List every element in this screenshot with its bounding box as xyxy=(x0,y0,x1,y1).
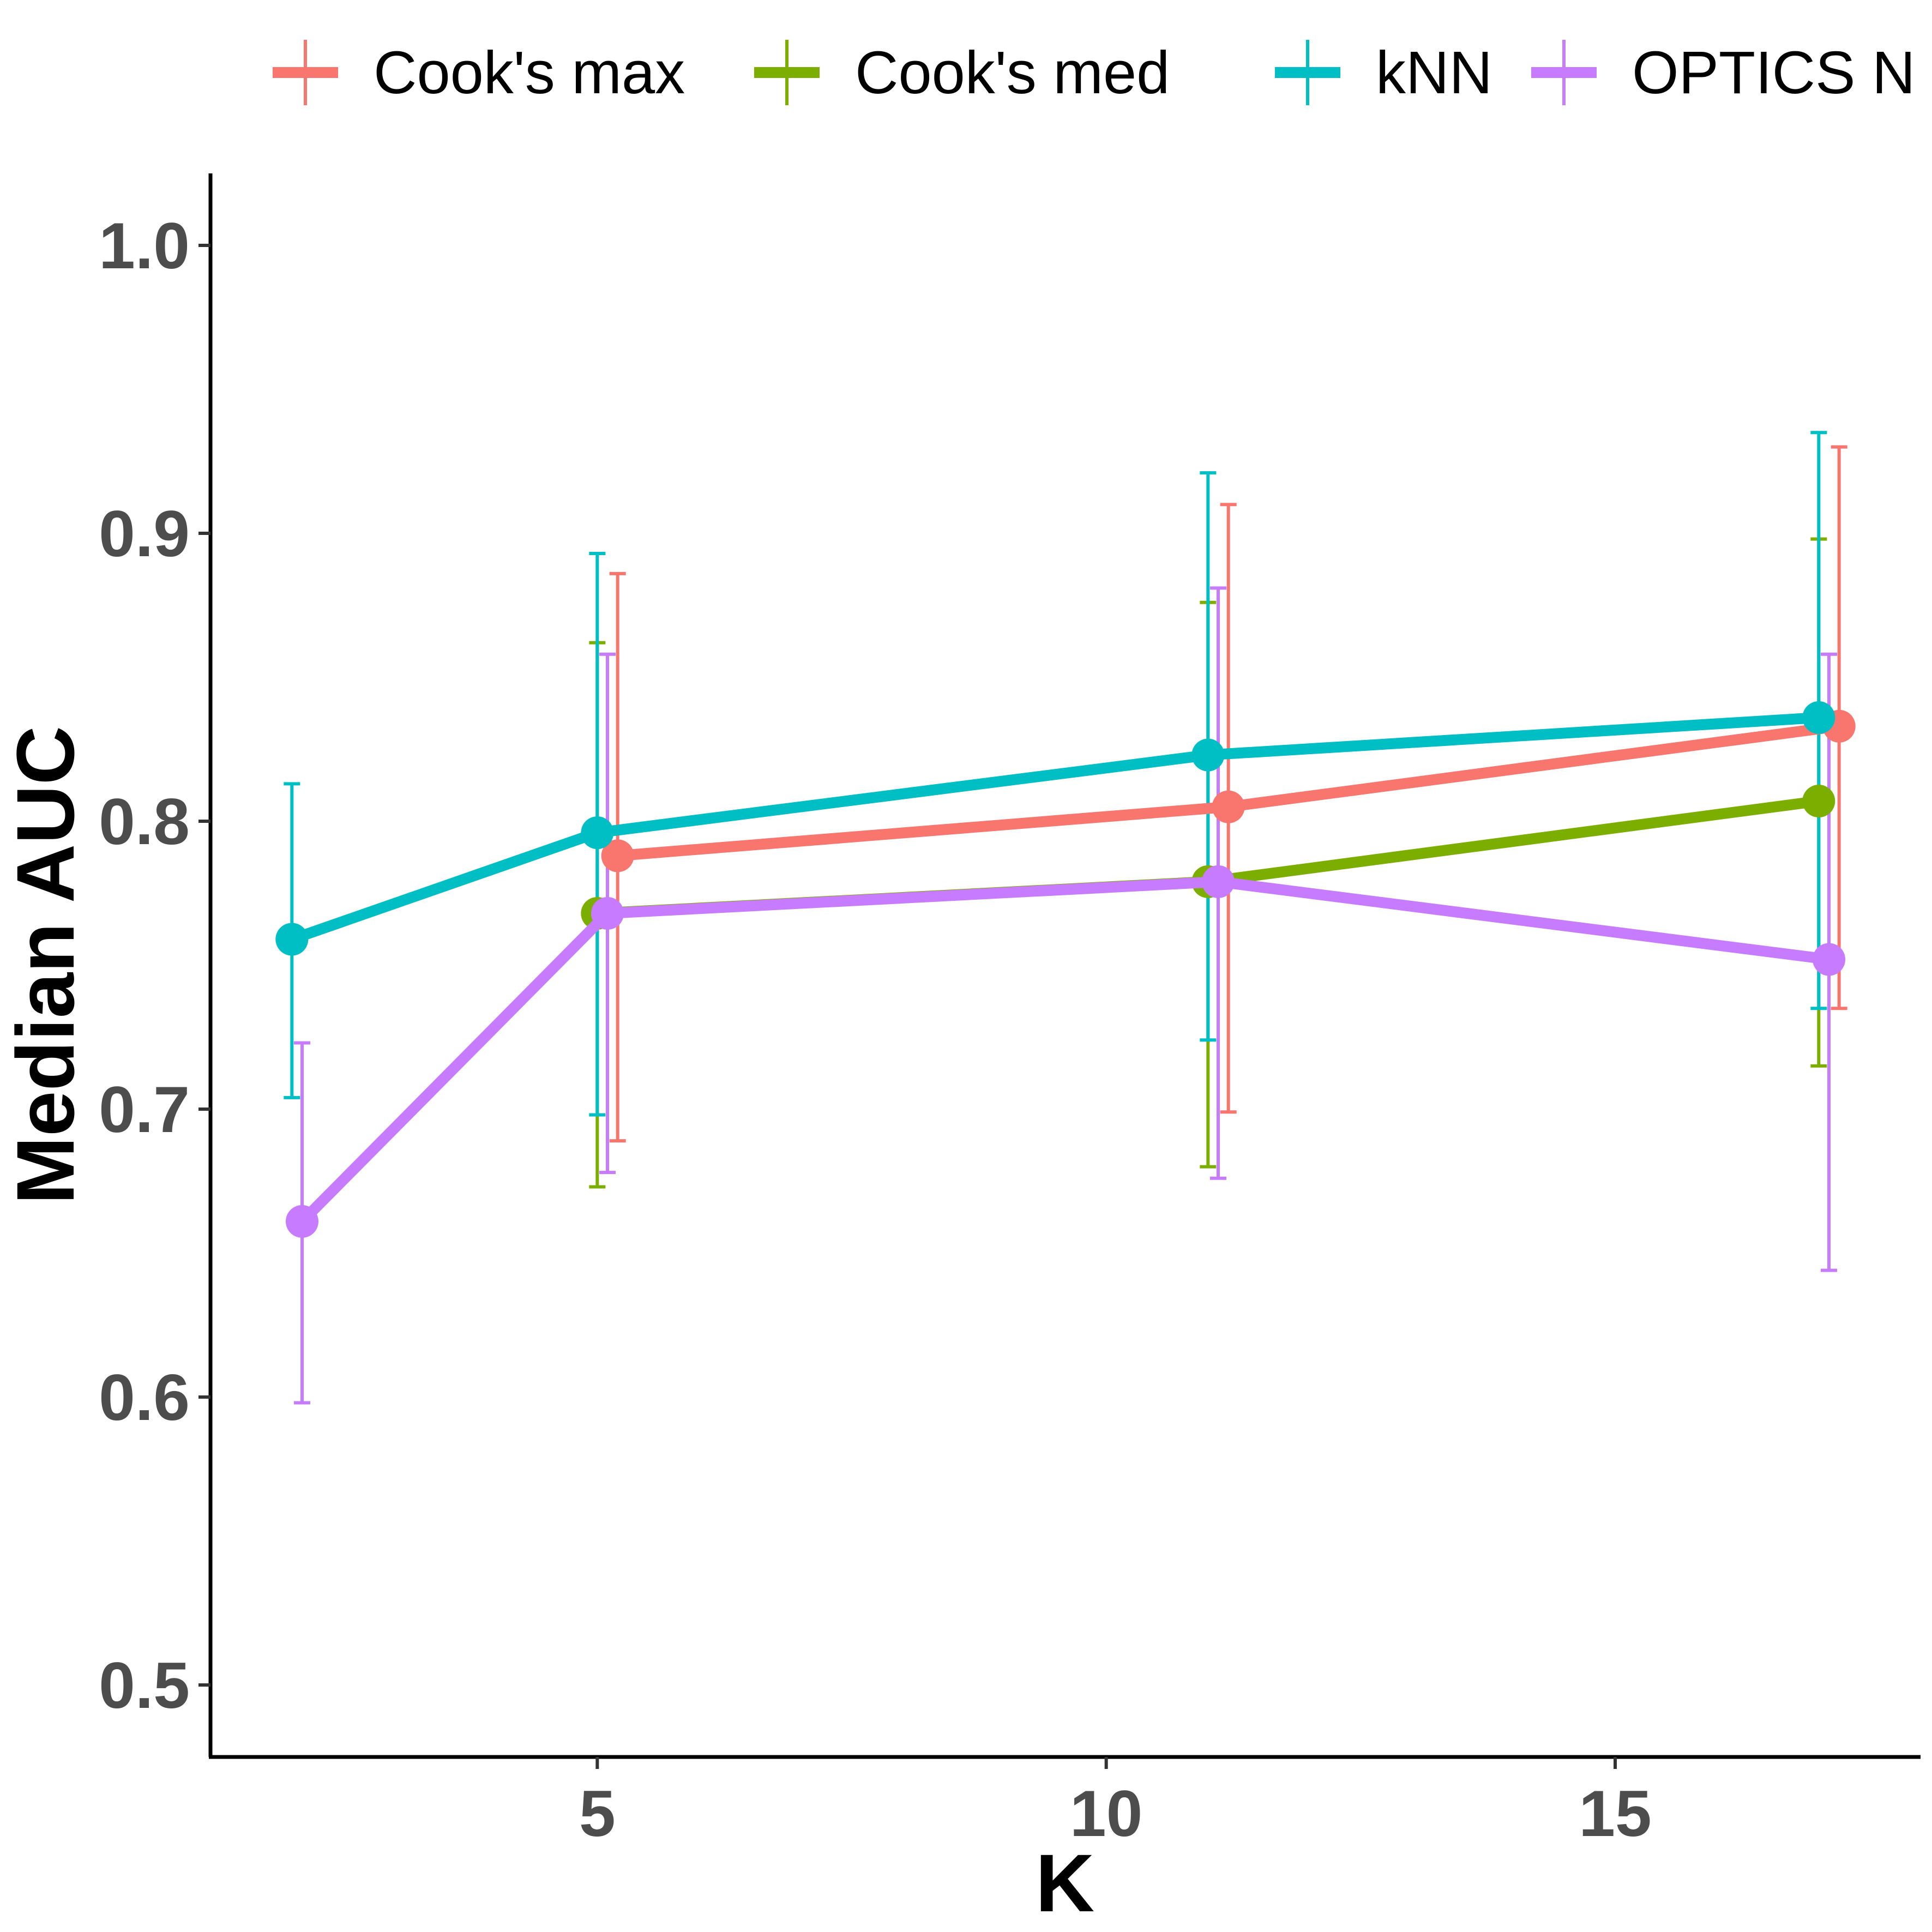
plot-area xyxy=(275,431,1856,1405)
y-tick-label: 0.6 xyxy=(99,1361,190,1434)
series-cook-s-max xyxy=(601,709,1856,872)
data-point xyxy=(1802,701,1835,734)
x-tick-label: 10 xyxy=(1070,1777,1142,1850)
axes: 0.5 0.6 0.7 0.8 0.9 1.0 5 10 15 xyxy=(99,173,1921,1850)
legend-item-cook-s-max: Cook's max xyxy=(273,39,685,106)
data-point xyxy=(601,839,634,872)
data-point xyxy=(275,923,309,956)
y-tick-label: 1.0 xyxy=(99,209,190,282)
legend-label: OPTICS N xyxy=(1632,39,1916,106)
legend-label: Cook's med xyxy=(855,39,1170,106)
data-point xyxy=(1802,785,1835,818)
x-tick-label: 5 xyxy=(579,1777,616,1850)
data-point xyxy=(1191,738,1225,772)
legend: Cook's max Cook's med kNN OPTICS N xyxy=(273,39,1916,106)
data-point xyxy=(1202,865,1235,898)
y-tick-label: 0.5 xyxy=(99,1649,190,1722)
series-line xyxy=(290,712,1819,944)
series-knn xyxy=(275,701,1835,956)
series-optics-n xyxy=(286,865,1845,1238)
data-point xyxy=(591,896,624,930)
y-tick-label: 0.8 xyxy=(99,785,190,858)
x-axis-title: K xyxy=(1036,1837,1094,1929)
y-tick-label: 0.9 xyxy=(99,497,190,570)
legend-item-knn: kNN xyxy=(1275,39,1492,106)
data-point xyxy=(581,816,614,850)
x-tick-label: 15 xyxy=(1579,1777,1651,1850)
legend-item-cook-s-med: Cook's med xyxy=(754,39,1170,106)
legend-label: kNN xyxy=(1376,39,1492,106)
data-point xyxy=(286,1205,318,1238)
data-point xyxy=(1212,790,1245,823)
y-tick-label: 0.7 xyxy=(99,1073,190,1146)
legend-label: Cook's max xyxy=(374,39,685,106)
data-point xyxy=(1813,943,1845,976)
legend-item-optics-n: OPTICS N xyxy=(1531,39,1916,106)
series-line xyxy=(298,876,1830,1225)
y-axis-title: Median AUC xyxy=(0,726,91,1205)
